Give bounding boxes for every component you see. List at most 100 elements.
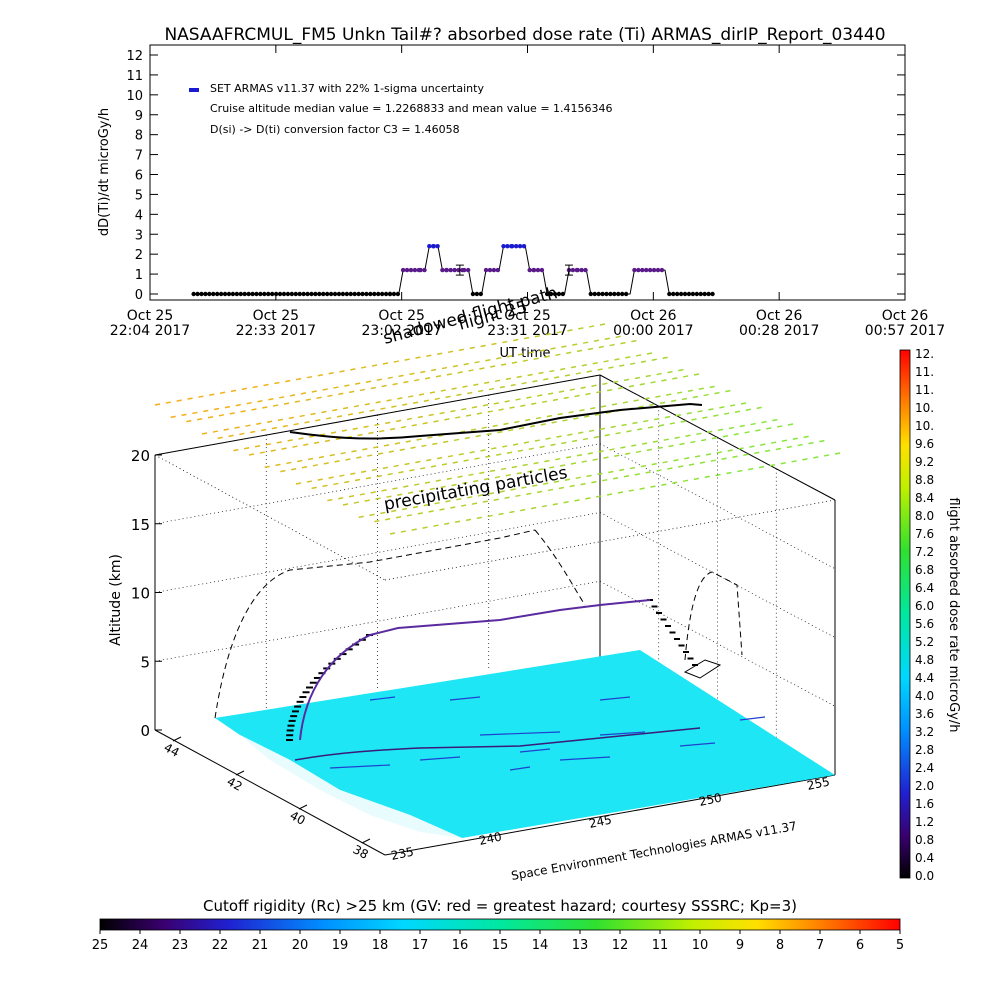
particle-mark [465,414,472,417]
particle-mark [598,450,604,453]
particle-mark [655,395,661,398]
particle-mark [552,502,558,506]
particle-mark [544,459,550,463]
series-point [191,291,196,297]
particle-mark [662,460,668,464]
ground-surface [215,650,835,838]
particle-mark [436,456,443,460]
particle-mark [311,486,317,490]
particle-mark [604,337,610,341]
shadow-path-west [214,529,536,719]
particle-mark [285,379,291,383]
particle-mark [468,473,474,477]
particle-mark [629,362,636,365]
particle-mark [715,473,721,477]
particle-mark [488,492,495,495]
particle-mark [596,495,602,498]
particle-mark [245,424,251,427]
particle-mark [626,430,632,433]
particle-mark [560,367,566,371]
particle-mark [371,468,378,472]
cutoff-rigidity-colorbar: Cutoff rigidity (Rc) >25 km (GV: red = g… [92,897,904,953]
particle-mark [402,403,408,406]
particle-mark [506,451,513,454]
particle-mark [563,396,569,400]
series-point [521,244,527,249]
particle-mark [494,379,501,383]
particle-mark [365,476,372,480]
particle-mark [654,417,660,421]
ground-feature [599,696,631,701]
particle-mark [414,378,420,382]
particle-mark [539,349,545,352]
series-point [379,291,385,297]
particle-mark [338,392,344,396]
particle-mark [240,410,246,413]
particle-mark [386,399,392,402]
particle-mark [347,413,354,416]
particle-mark [350,472,356,475]
particle-mark [490,365,496,368]
grid-line [154,443,601,525]
particle-mark [494,475,501,479]
dose-colorbar-tick-label: 12. [915,347,934,361]
particle-mark [416,438,422,441]
front-top-edge-2 [384,499,836,581]
series-point [505,244,510,249]
series-point [612,291,617,297]
particle-mark [758,465,765,469]
particle-mark [663,438,669,441]
series-point [372,291,377,297]
y-tick-label: 8 [135,129,143,144]
particle-mark [631,444,637,447]
particle-mark [411,423,417,427]
particle-mark [644,397,650,400]
particle-mark [585,497,591,500]
particle-mark [457,371,463,374]
particle-mark [803,435,809,439]
particle-mark [544,355,550,359]
particle-mark [473,479,479,483]
series-point [336,291,342,297]
particle-mark [639,383,645,386]
rigidity-tick-label: 12 [612,938,629,953]
particle-mark [657,446,663,450]
particle-mark [510,488,516,491]
particle-mark [628,384,635,388]
cutoff-rigidity-gradient [99,918,901,931]
particle-mark [578,327,584,330]
particle-mark [426,458,432,462]
particle-mark [476,412,483,415]
particle-mark [639,487,645,490]
particle-mark [516,375,522,379]
particle-mark [429,487,435,491]
particle-mark [341,429,348,432]
particle-mark [224,405,231,409]
particle-mark [362,448,368,451]
particle-mark [482,500,489,503]
particle-mark [257,399,263,403]
particle-mark [643,419,649,423]
y-tick-label: 6 [135,169,143,184]
grid-line [154,512,601,593]
particle-mark [339,474,345,477]
particle-mark [750,422,756,426]
particle-mark [392,487,398,490]
particle-mark [502,445,508,448]
particle-mark [632,421,638,425]
grid-line [599,374,836,501]
particle-mark [481,426,487,430]
series-point [671,291,676,297]
particle-mark [381,384,387,388]
series-point [230,291,236,297]
series-point [317,291,322,297]
particle-mark [406,514,413,517]
series-point [297,291,302,297]
particle-mark [234,426,240,429]
particle-mark [335,437,341,441]
series-point [510,244,515,249]
particle-mark [283,402,290,405]
rigidity-tick-label: 22 [212,938,229,953]
particle-mark [461,407,467,411]
